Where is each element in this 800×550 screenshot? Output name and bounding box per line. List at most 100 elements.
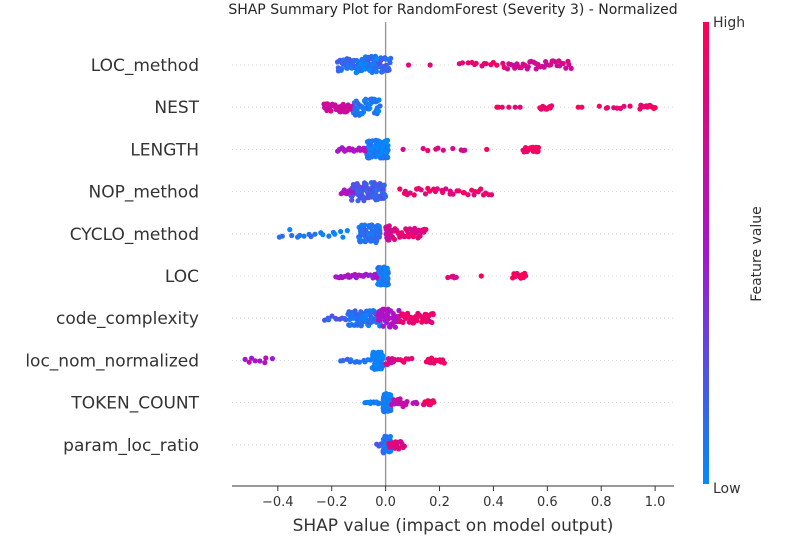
shap-point [488,192,495,198]
shap-point [566,61,572,68]
shap-point [604,105,611,111]
shap-point [450,191,456,197]
feature-label: NOP_method [89,183,200,203]
shap-point [417,233,423,239]
shap-point [385,281,391,287]
shap-point [429,319,435,326]
feature-label: CYCLO_method [70,225,199,245]
shap-point [427,62,433,68]
shap-point [453,274,459,280]
shap-point [525,64,531,70]
shap-point [549,103,555,109]
shap-point [430,311,436,318]
shap-point [411,192,417,198]
shap-point [385,147,391,153]
shap-point [379,364,386,370]
x-tick-label: 0.0 [375,495,396,510]
shap-point [400,319,406,325]
shap-point [494,62,500,68]
shap-point [568,65,574,71]
shap-point [262,360,268,366]
shap-point [431,399,437,405]
shap-point [344,65,351,71]
shap-point [423,226,429,233]
shap-point [459,60,466,66]
shap-point [384,137,391,143]
feature-label: loc_nom_normalized [25,351,199,371]
shap-point [434,186,440,192]
shap-point [441,360,447,366]
shap-point [478,186,484,192]
shap-point [387,60,393,66]
shap-point [374,56,380,62]
shap-point [354,57,360,64]
shap-point [500,60,506,66]
shap-point [621,103,627,109]
shap-point [478,273,484,279]
shap-point [338,228,344,235]
shap-point [339,66,345,72]
shap-point [376,186,382,192]
shap-point [392,324,398,330]
shap-point [425,147,431,154]
shap-point [380,323,386,329]
shap-point [428,355,435,361]
shap-point [289,232,295,239]
shap-point [362,148,368,154]
shap-point [364,55,370,61]
shap-point [404,399,410,405]
shap-point [443,186,449,192]
shap-point [484,146,490,152]
shap-point [269,356,275,362]
shap-point [358,309,364,315]
shap-point [407,190,413,196]
shap-point [328,108,334,114]
shap-point [308,233,314,240]
feature-label: LENGTH [130,140,199,160]
shap-point [462,147,468,153]
feature-label: NEST [154,98,199,118]
feature-label: LOC_method [91,56,199,76]
colorbar-high-label: High [713,15,745,31]
shap-point [385,154,391,161]
shap-point [414,318,420,324]
shap-point [495,104,502,110]
shap-point [420,145,426,152]
shap-point [385,276,391,282]
feature-label: TOKEN_COUNT [70,394,199,414]
shap-point [246,359,252,365]
shap-point [418,187,424,193]
shap-point [344,228,350,234]
shap-point [301,233,307,239]
shap-point [435,145,441,151]
x-tick-label: −0.4 [262,495,294,510]
shap-point [596,103,602,109]
shap-point [401,443,407,449]
shap-point [388,407,394,413]
shap-point [377,103,383,109]
shap-point [652,105,658,111]
shap-point [380,186,386,193]
x-tick-label: 0.6 [537,495,558,510]
shap-point [499,104,505,110]
chart-title: SHAP Summary Plot for RandomForest (Seve… [228,2,677,18]
shap-point [350,189,356,195]
shap-point [427,188,433,194]
shap-point [563,65,569,71]
shap-point [388,55,394,61]
shap-point [450,145,456,152]
shap-point [483,61,489,67]
x-tick-label: 0.4 [483,495,504,510]
shap-point [560,60,566,67]
shap-point [373,69,379,75]
shap-point [363,96,369,102]
shap-point [371,61,377,67]
shap-point [473,60,479,66]
shap-point [312,231,318,237]
shap-point [409,355,415,362]
x-tick-label: 0.2 [429,495,450,510]
shap-point [332,231,338,237]
shap-point [329,313,335,319]
shap-point [405,62,412,68]
